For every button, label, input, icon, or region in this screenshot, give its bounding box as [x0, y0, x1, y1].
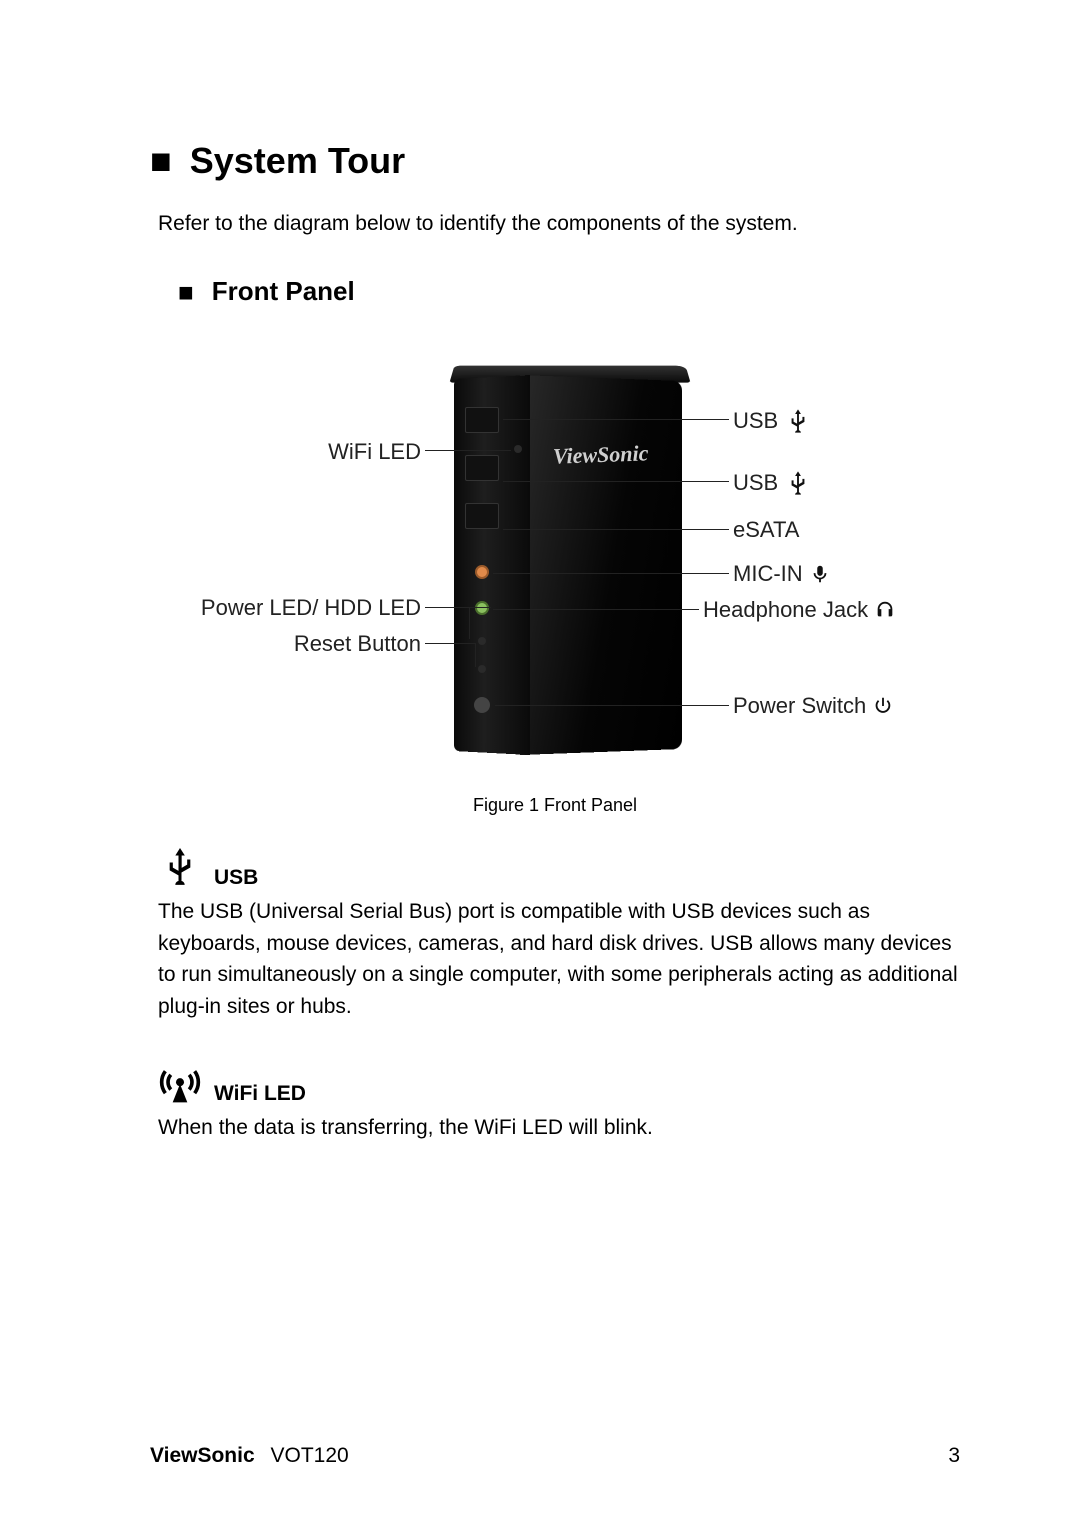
subheading-title: Front Panel: [212, 276, 355, 307]
callout-power-switch-label: Power Switch: [733, 693, 866, 719]
leader-line: [493, 609, 699, 610]
section-wifi-header: WiFi LED: [158, 1062, 960, 1106]
section-usb-body: The USB (Universal Serial Bus) port is c…: [158, 896, 960, 1022]
leader-line: [503, 529, 729, 530]
callout-reset-button-label: Reset Button: [294, 631, 421, 657]
leader-line: [503, 419, 729, 420]
footer-page-number: 3: [948, 1444, 960, 1468]
usb-icon: [784, 407, 812, 435]
callout-usb2-label: USB: [733, 470, 778, 496]
section-wifi-title: WiFi LED: [214, 1082, 306, 1106]
power-hdd-led-dot: [478, 637, 486, 645]
power-icon: [872, 695, 894, 717]
leader-line: [425, 450, 511, 451]
diagram-container: ViewSonic WiFi LED Power LED/ HDD LED Re…: [150, 347, 960, 816]
wifi-antenna-icon: [158, 1062, 202, 1106]
callout-wifi-led-label: WiFi LED: [328, 439, 421, 465]
footer-model: VOT120: [271, 1444, 349, 1467]
front-panel-diagram: ViewSonic WiFi LED Power LED/ HDD LED Re…: [165, 347, 945, 787]
callout-reset-button: Reset Button: [165, 631, 421, 657]
footer-left: ViewSonic VOT120: [150, 1444, 349, 1468]
usb-port-1: [465, 407, 499, 433]
footer-brand: ViewSonic: [150, 1444, 255, 1467]
callout-usb2: USB: [733, 469, 812, 497]
leader-line: [503, 481, 729, 482]
leader-line: [425, 607, 491, 608]
section-usb-title: USB: [214, 866, 258, 890]
esata-port: [465, 503, 499, 529]
section-usb-header: USB: [158, 846, 960, 890]
microphone-icon: [809, 563, 831, 585]
page-footer: ViewSonic VOT120 3: [150, 1444, 960, 1468]
callout-power-switch: Power Switch: [733, 693, 894, 719]
device-brand-label: ViewSonic: [553, 440, 649, 469]
subheading-row: ■ Front Panel: [178, 276, 960, 307]
power-switch-dot: [474, 697, 490, 713]
figure-caption: Figure 1 Front Panel: [473, 795, 637, 816]
leader-line: [425, 643, 475, 644]
section-wifi-body: When the data is transferring, the WiFi …: [158, 1112, 960, 1144]
heading-row: ■ System Tour: [150, 140, 960, 182]
leader-line: [493, 573, 729, 574]
callout-esata: eSATA: [733, 517, 799, 543]
section-usb: USB The USB (Universal Serial Bus) port …: [158, 846, 960, 1022]
intro-text: Refer to the diagram below to identify t…: [158, 212, 960, 236]
callout-headphone-label: Headphone Jack: [703, 597, 868, 623]
leader-line: [475, 643, 476, 667]
device-side-face: [520, 375, 682, 755]
callout-power-hdd-led: Power LED/ HDD LED: [165, 595, 421, 621]
headphone-icon: [874, 599, 896, 621]
callout-mic-in-label: MIC-IN: [733, 561, 803, 587]
heading-title: System Tour: [190, 140, 405, 182]
reset-button-dot: [478, 665, 486, 673]
wifi-led-dot: [514, 445, 522, 453]
headphone-jack: [475, 601, 489, 615]
callout-usb1: USB: [733, 407, 812, 435]
section-wifi: WiFi LED When the data is transferring, …: [158, 1062, 960, 1144]
callout-power-hdd-led-label: Power LED/ HDD LED: [201, 595, 421, 621]
callout-headphone: Headphone Jack: [703, 597, 896, 623]
callout-usb1-label: USB: [733, 408, 778, 434]
leader-line: [495, 705, 729, 706]
mic-in-jack: [475, 565, 489, 579]
heading-bullet: ■: [150, 143, 172, 179]
usb-port-2: [465, 455, 499, 481]
subheading-bullet: ■: [178, 279, 194, 305]
callout-mic-in: MIC-IN: [733, 561, 831, 587]
callout-esata-label: eSATA: [733, 517, 799, 543]
usb-icon: [158, 846, 202, 890]
callout-wifi-led: WiFi LED: [165, 439, 421, 465]
leader-line: [469, 607, 470, 639]
page: ■ System Tour Refer to the diagram below…: [0, 0, 1080, 1144]
usb-icon: [784, 469, 812, 497]
